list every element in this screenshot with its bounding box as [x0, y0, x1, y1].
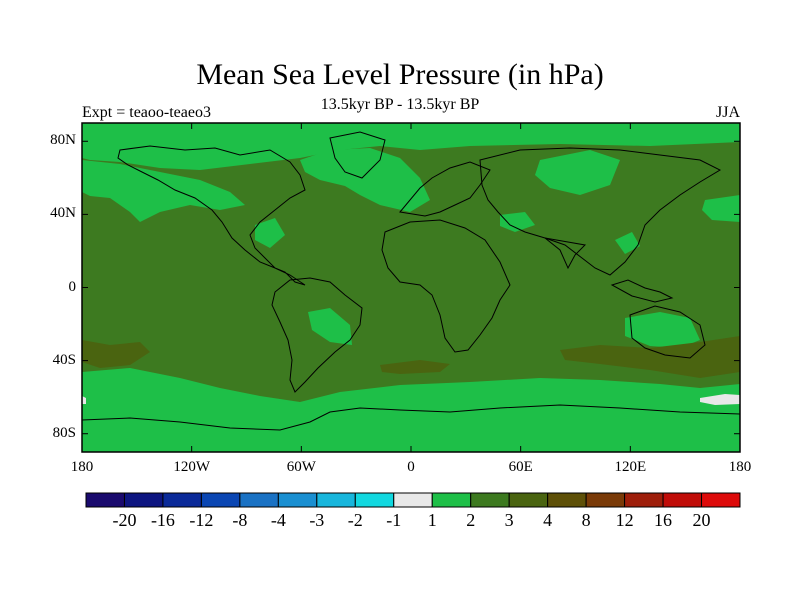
region-east-asia [615, 232, 640, 254]
colorbar-label: -12 [189, 510, 214, 530]
region-westpac [702, 195, 740, 222]
x-tick-label: 120E [614, 459, 647, 475]
coast-europe [399, 161, 491, 217]
coast-south-america [271, 277, 363, 393]
x-tick-label: 120W [173, 459, 210, 475]
y-tick-label: 40S [52, 351, 76, 368]
x-tick-label: 60E [508, 459, 533, 475]
colorbar-label: -1 [386, 510, 402, 530]
y-tick-label: 80S [52, 424, 76, 441]
x-tick-label: 0 [407, 459, 415, 475]
colorbar-label: -4 [270, 510, 286, 530]
season-label: JJA [715, 104, 740, 121]
region-south-pacific-patch [82, 340, 150, 368]
colorbar-label: -16 [150, 510, 175, 530]
region-south-atlantic-patch [308, 308, 352, 345]
map-title: Mean Sea Level Pressure (in hPa) [196, 58, 604, 91]
colorbar-label: 3 [504, 510, 514, 530]
colorbar-label: 8 [581, 510, 591, 530]
region-north-pacific-east [535, 150, 620, 195]
region-south-indian-patch [380, 360, 450, 374]
y-tick-label: 40N [50, 205, 76, 222]
colorbar-label: 1 [427, 510, 437, 530]
coast-asia [479, 147, 722, 276]
region-australia-south-patch [560, 336, 740, 378]
coast-greenland [329, 131, 386, 179]
region-indian-east [625, 312, 700, 348]
colorbar-label: 2 [466, 510, 476, 530]
coast-north-america [117, 145, 306, 286]
region-west-edge-white [82, 396, 86, 404]
colorbar-label: 16 [654, 510, 673, 530]
colorbar-label: -8 [232, 510, 248, 530]
coast-antarctica [82, 404, 740, 431]
region-gulf [255, 218, 285, 248]
coast-india [544, 237, 587, 270]
region-north-pacific-band [82, 160, 245, 222]
x-tick-label: 60W [286, 459, 316, 475]
y-tick-label: 0 [68, 278, 77, 295]
region-arctic [82, 123, 740, 170]
colorbar-label: 20 [692, 510, 711, 530]
region-ross-sea-patch [700, 394, 740, 405]
coast-africa [381, 219, 511, 353]
colorbar-label: 12 [615, 510, 634, 530]
colorbar-label: -20 [112, 510, 137, 530]
y-tick-label: 80N [50, 132, 76, 149]
colorbar-label: 4 [543, 510, 553, 530]
region-east-med [500, 212, 535, 232]
x-tick-label: 180 [728, 459, 752, 475]
coast-australia [629, 305, 706, 359]
x-tick-label: 180 [70, 459, 94, 475]
colorbar-label: -3 [309, 510, 325, 530]
colorbar-label: -2 [347, 510, 363, 530]
coast-maritime-asia [610, 279, 674, 303]
map-subtitle: 13.5kyr BP - 13.5kyr BP [320, 96, 480, 113]
experiment-label: Expt = teaoo-teaeo3 [82, 104, 211, 121]
region-north-atlantic [300, 148, 430, 212]
